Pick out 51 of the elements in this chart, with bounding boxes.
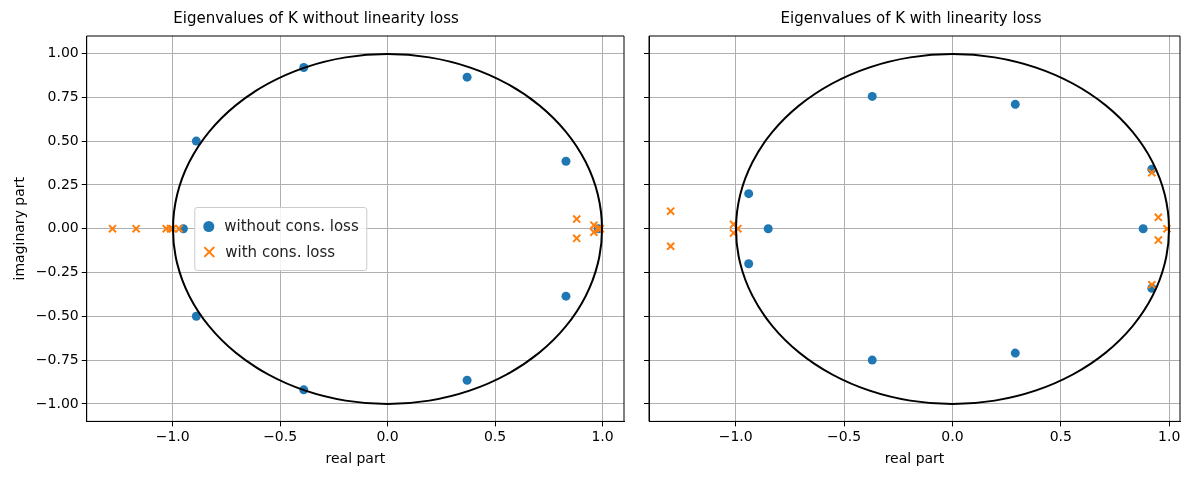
y-tick-label: 0.75 xyxy=(47,87,79,104)
point xyxy=(107,224,118,234)
y-tick-label: 1.00 xyxy=(47,44,79,61)
point xyxy=(462,72,472,82)
point xyxy=(462,375,472,385)
point xyxy=(867,355,877,365)
y-tick-label: −0.75 xyxy=(35,350,79,367)
x-tick-label: 0.0 xyxy=(376,428,399,445)
point xyxy=(161,224,171,234)
y-tick-label: 0.00 xyxy=(47,219,79,236)
point xyxy=(666,241,676,251)
x-tick-label: −1.0 xyxy=(155,428,190,445)
point xyxy=(763,224,773,234)
legend-label: with cons. loss xyxy=(225,242,336,263)
point xyxy=(1010,99,1020,109)
chart-title: Eigenvalues of K with linearity loss xyxy=(780,8,1042,27)
y-tick-label: 0.50 xyxy=(47,131,79,148)
x-tick-label: −0.5 xyxy=(827,428,862,445)
y-tick-label: −1.00 xyxy=(35,394,79,411)
chart-title: Eigenvalues of K without linearity loss xyxy=(173,8,459,27)
legend-label: without cons. loss xyxy=(224,216,359,237)
y-tick-label: 0.25 xyxy=(47,175,79,192)
point xyxy=(1010,348,1020,358)
x-axis-title: real part xyxy=(884,450,945,467)
point xyxy=(867,91,877,101)
x-tick-label: 1.0 xyxy=(591,428,614,445)
point xyxy=(733,224,743,234)
x-tick-label: −0.5 xyxy=(263,428,298,445)
x-tick-label: −1.0 xyxy=(718,428,753,445)
point xyxy=(174,224,184,234)
point xyxy=(561,156,571,166)
y-axis-title: imaginary part xyxy=(11,176,28,281)
point xyxy=(1162,224,1172,234)
point xyxy=(1153,212,1163,222)
point xyxy=(572,233,582,243)
point xyxy=(744,259,754,269)
y-tick-label: −0.25 xyxy=(35,263,79,280)
point xyxy=(561,291,571,301)
x-tick-label: 0.5 xyxy=(483,428,507,445)
x-tick-label: 1.0 xyxy=(1158,428,1181,445)
point xyxy=(744,189,754,199)
y-tick-label: −0.50 xyxy=(35,306,79,323)
point xyxy=(1153,235,1163,245)
point xyxy=(1138,224,1148,234)
point xyxy=(131,224,141,234)
point xyxy=(572,214,582,224)
x-tick-label: 0.0 xyxy=(941,428,964,445)
x-axis-title: real part xyxy=(325,450,386,467)
point xyxy=(1147,168,1157,178)
x-tick-label: 0.5 xyxy=(1049,428,1072,445)
point xyxy=(666,206,676,216)
